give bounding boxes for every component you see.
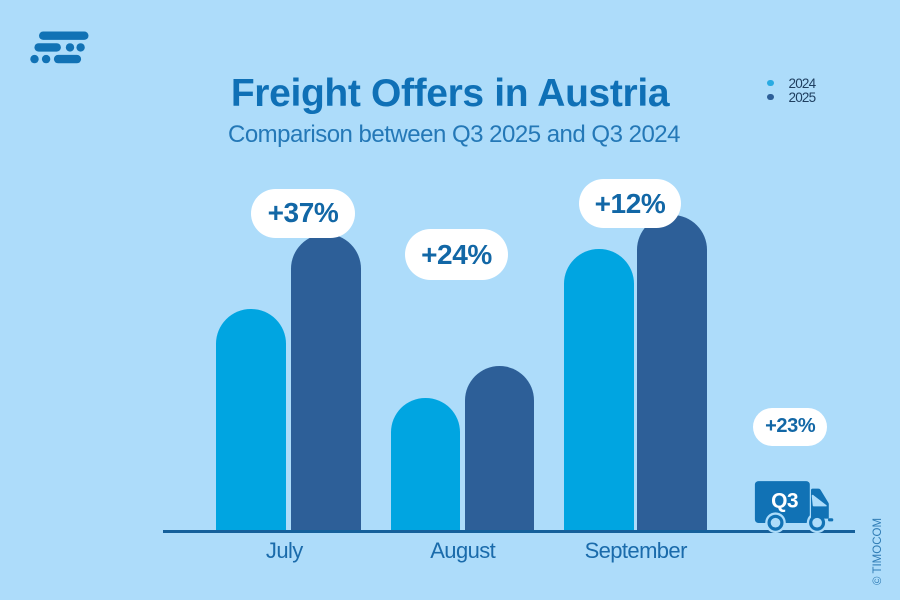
svg-text:Q3: Q3 bbox=[771, 489, 798, 512]
